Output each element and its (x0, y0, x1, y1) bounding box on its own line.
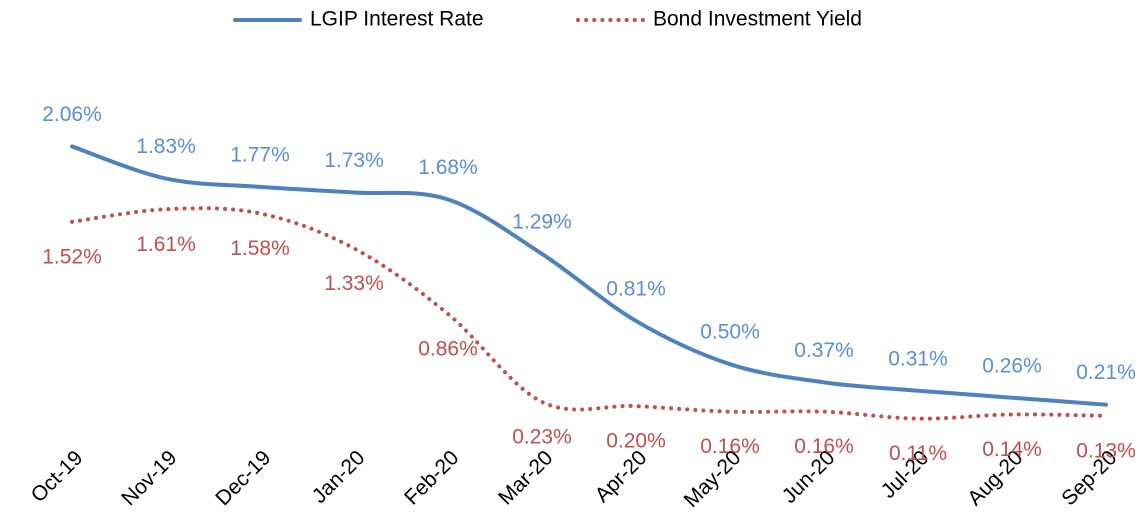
data-label: 0.23% (512, 425, 572, 448)
data-label: 0.13% (1076, 439, 1136, 462)
x-tick-label: Dec-19 (211, 446, 275, 510)
data-label: 1.29% (512, 210, 572, 233)
x-tick-label: Feb-20 (400, 446, 463, 509)
data-label: 0.21% (1076, 361, 1136, 384)
data-label: 0.26% (982, 354, 1042, 377)
data-label: 1.58% (230, 237, 290, 260)
data-label: 1.73% (324, 149, 384, 172)
x-tick-label: Jan-20 (308, 446, 370, 508)
data-label: 0.50% (700, 321, 760, 344)
data-label: 1.77% (230, 143, 290, 166)
data-label: 2.06% (42, 103, 102, 126)
data-label: 0.11% (889, 442, 947, 465)
x-tick-label: Mar-20 (494, 446, 557, 509)
data-label: 0.14% (982, 438, 1042, 461)
data-label: 0.20% (606, 430, 666, 453)
series-line (70, 206, 1108, 421)
legend-label: Bond Investment Yield (653, 8, 862, 31)
data-label: 1.33% (324, 272, 384, 295)
data-label: 0.16% (794, 435, 854, 458)
data-label: 0.37% (794, 339, 854, 362)
data-label: 1.52% (42, 245, 102, 268)
data-label: 0.86% (418, 337, 478, 360)
x-tick-label: Apr-20 (591, 446, 652, 507)
data-label: 1.83% (136, 135, 196, 158)
data-label: 0.81% (606, 277, 666, 300)
data-label: 0.16% (700, 435, 760, 458)
data-label: 1.68% (418, 156, 478, 179)
data-label: 1.61% (136, 233, 196, 256)
data-label: 0.31% (888, 347, 948, 370)
x-tick-label: Oct-19 (27, 446, 88, 507)
legend-label: LGIP Interest Rate (310, 8, 484, 31)
x-tick-label: Nov-19 (117, 446, 181, 510)
series-line (70, 144, 1108, 407)
